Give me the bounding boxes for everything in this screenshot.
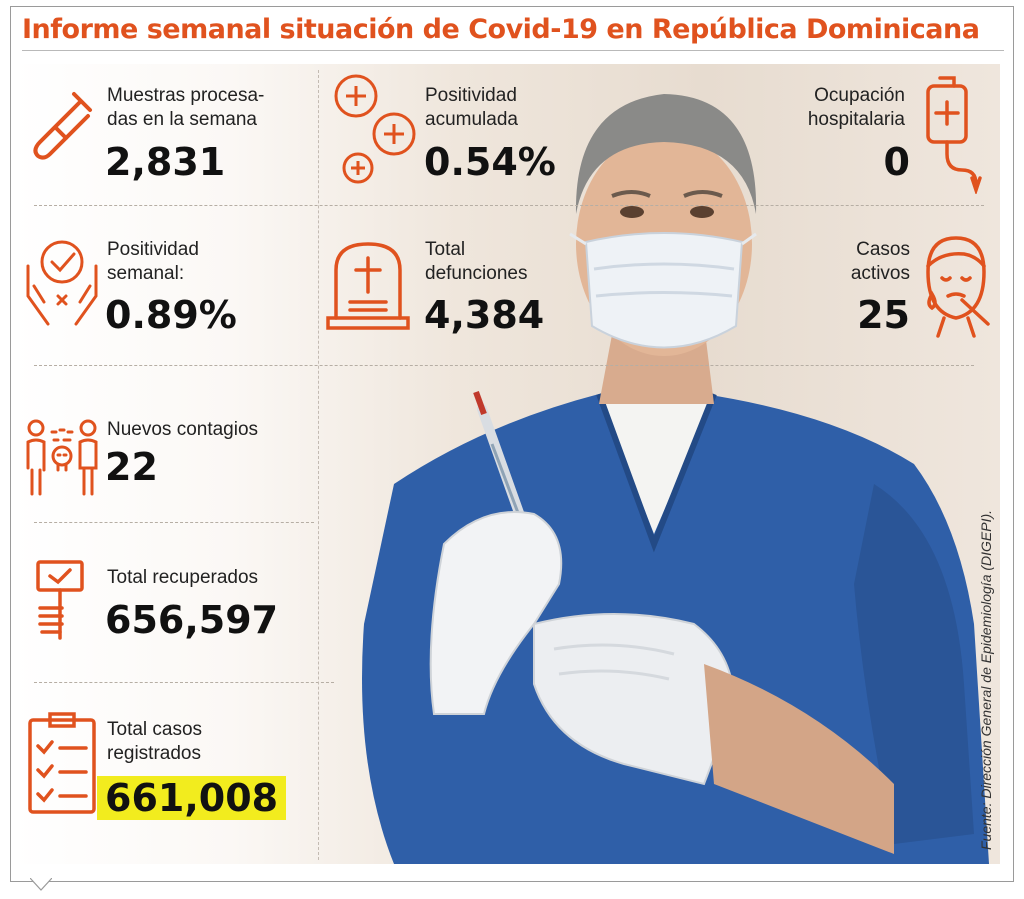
casos-registrados-label-line2: registrados: [107, 743, 201, 764]
recuperados-value: 656,597: [105, 598, 279, 642]
nuevos-contagios-value: 22: [105, 445, 158, 489]
positividad-acumulada-label: Positividad acumulada: [425, 84, 518, 132]
casos-registrados-value: 661,008: [97, 776, 287, 820]
defunciones-value: 4,384: [424, 293, 545, 337]
muestras-value: 2,831: [105, 140, 226, 184]
clipboard-checklist-icon: [28, 712, 96, 814]
contagion-icon: [26, 419, 98, 496]
positividad-semanal-label-line2: semanal:: [107, 263, 185, 284]
recuperados-label: Total recuperados: [107, 567, 259, 588]
doctor-photo: [14, 64, 1000, 864]
defunciones-label: Total defunciones: [425, 238, 527, 286]
source-note: Fuente: Dirección General de Epidemiolog…: [978, 470, 998, 850]
sick-face-icon: [926, 236, 990, 338]
positividad-semanal-label: Positividad semanal:: [107, 238, 199, 286]
ocupacion-label: Ocupación hospitalaria: [760, 84, 905, 132]
casos-registrados-value-highlight: 661,008: [97, 776, 287, 820]
source-text: Fuente: Dirección General de Epidemiolog…: [978, 509, 994, 850]
positividad-semanal-label-line1: Positividad: [107, 239, 199, 260]
ocupacion-label-line2: hospitalaria: [807, 109, 905, 130]
plus-circles-icon: [334, 74, 416, 184]
muestras-label-line2: das en la semana: [107, 109, 257, 130]
casos-activos-label-line1: Casos: [856, 239, 910, 260]
defunciones-label-line2: defunciones: [425, 263, 528, 284]
column-divider: [318, 70, 319, 860]
positividad-acumulada-value: 0.54%: [424, 140, 556, 184]
test-tube-icon: [33, 92, 92, 160]
casos-registrados-label-line1: Total casos: [107, 719, 203, 740]
defunciones-label-line1: Total: [425, 239, 466, 260]
muestras-label-line1: Muestras procesa-: [107, 85, 265, 106]
iv-bag-icon: [926, 76, 982, 194]
positividad-acumulada-label-line2: acumulada: [425, 109, 518, 130]
nuevos-contagios-label: Nuevos contagios: [107, 419, 259, 440]
muestras-label: Muestras procesa- das en la semana: [107, 84, 264, 132]
hand-sign-icon: [36, 560, 84, 640]
positividad-semanal-value: 0.89%: [105, 293, 237, 337]
casos-activos-label: Casos activos: [760, 238, 910, 286]
positividad-acumulada-label-line1: Positividad: [425, 85, 517, 106]
casos-registrados-label: Total casos registrados: [107, 718, 202, 766]
row-divider: [34, 522, 314, 523]
page-title: Informe semanal situación de Covid-19 en…: [22, 14, 980, 45]
hands-check-icon: [26, 240, 98, 326]
row-divider: [34, 682, 334, 683]
tombstone-icon: [326, 242, 410, 330]
callout-pointer: [30, 878, 52, 891]
title-divider: [22, 50, 1004, 51]
row-divider: [34, 365, 974, 366]
doctor-illustration: [362, 94, 989, 864]
row-divider: [34, 205, 984, 206]
ocupacion-label-line1: Ocupación: [814, 85, 905, 106]
casos-activos-value: 25: [857, 293, 910, 337]
ocupacion-value: 0: [883, 140, 910, 184]
casos-activos-label-line2: activos: [850, 263, 910, 284]
